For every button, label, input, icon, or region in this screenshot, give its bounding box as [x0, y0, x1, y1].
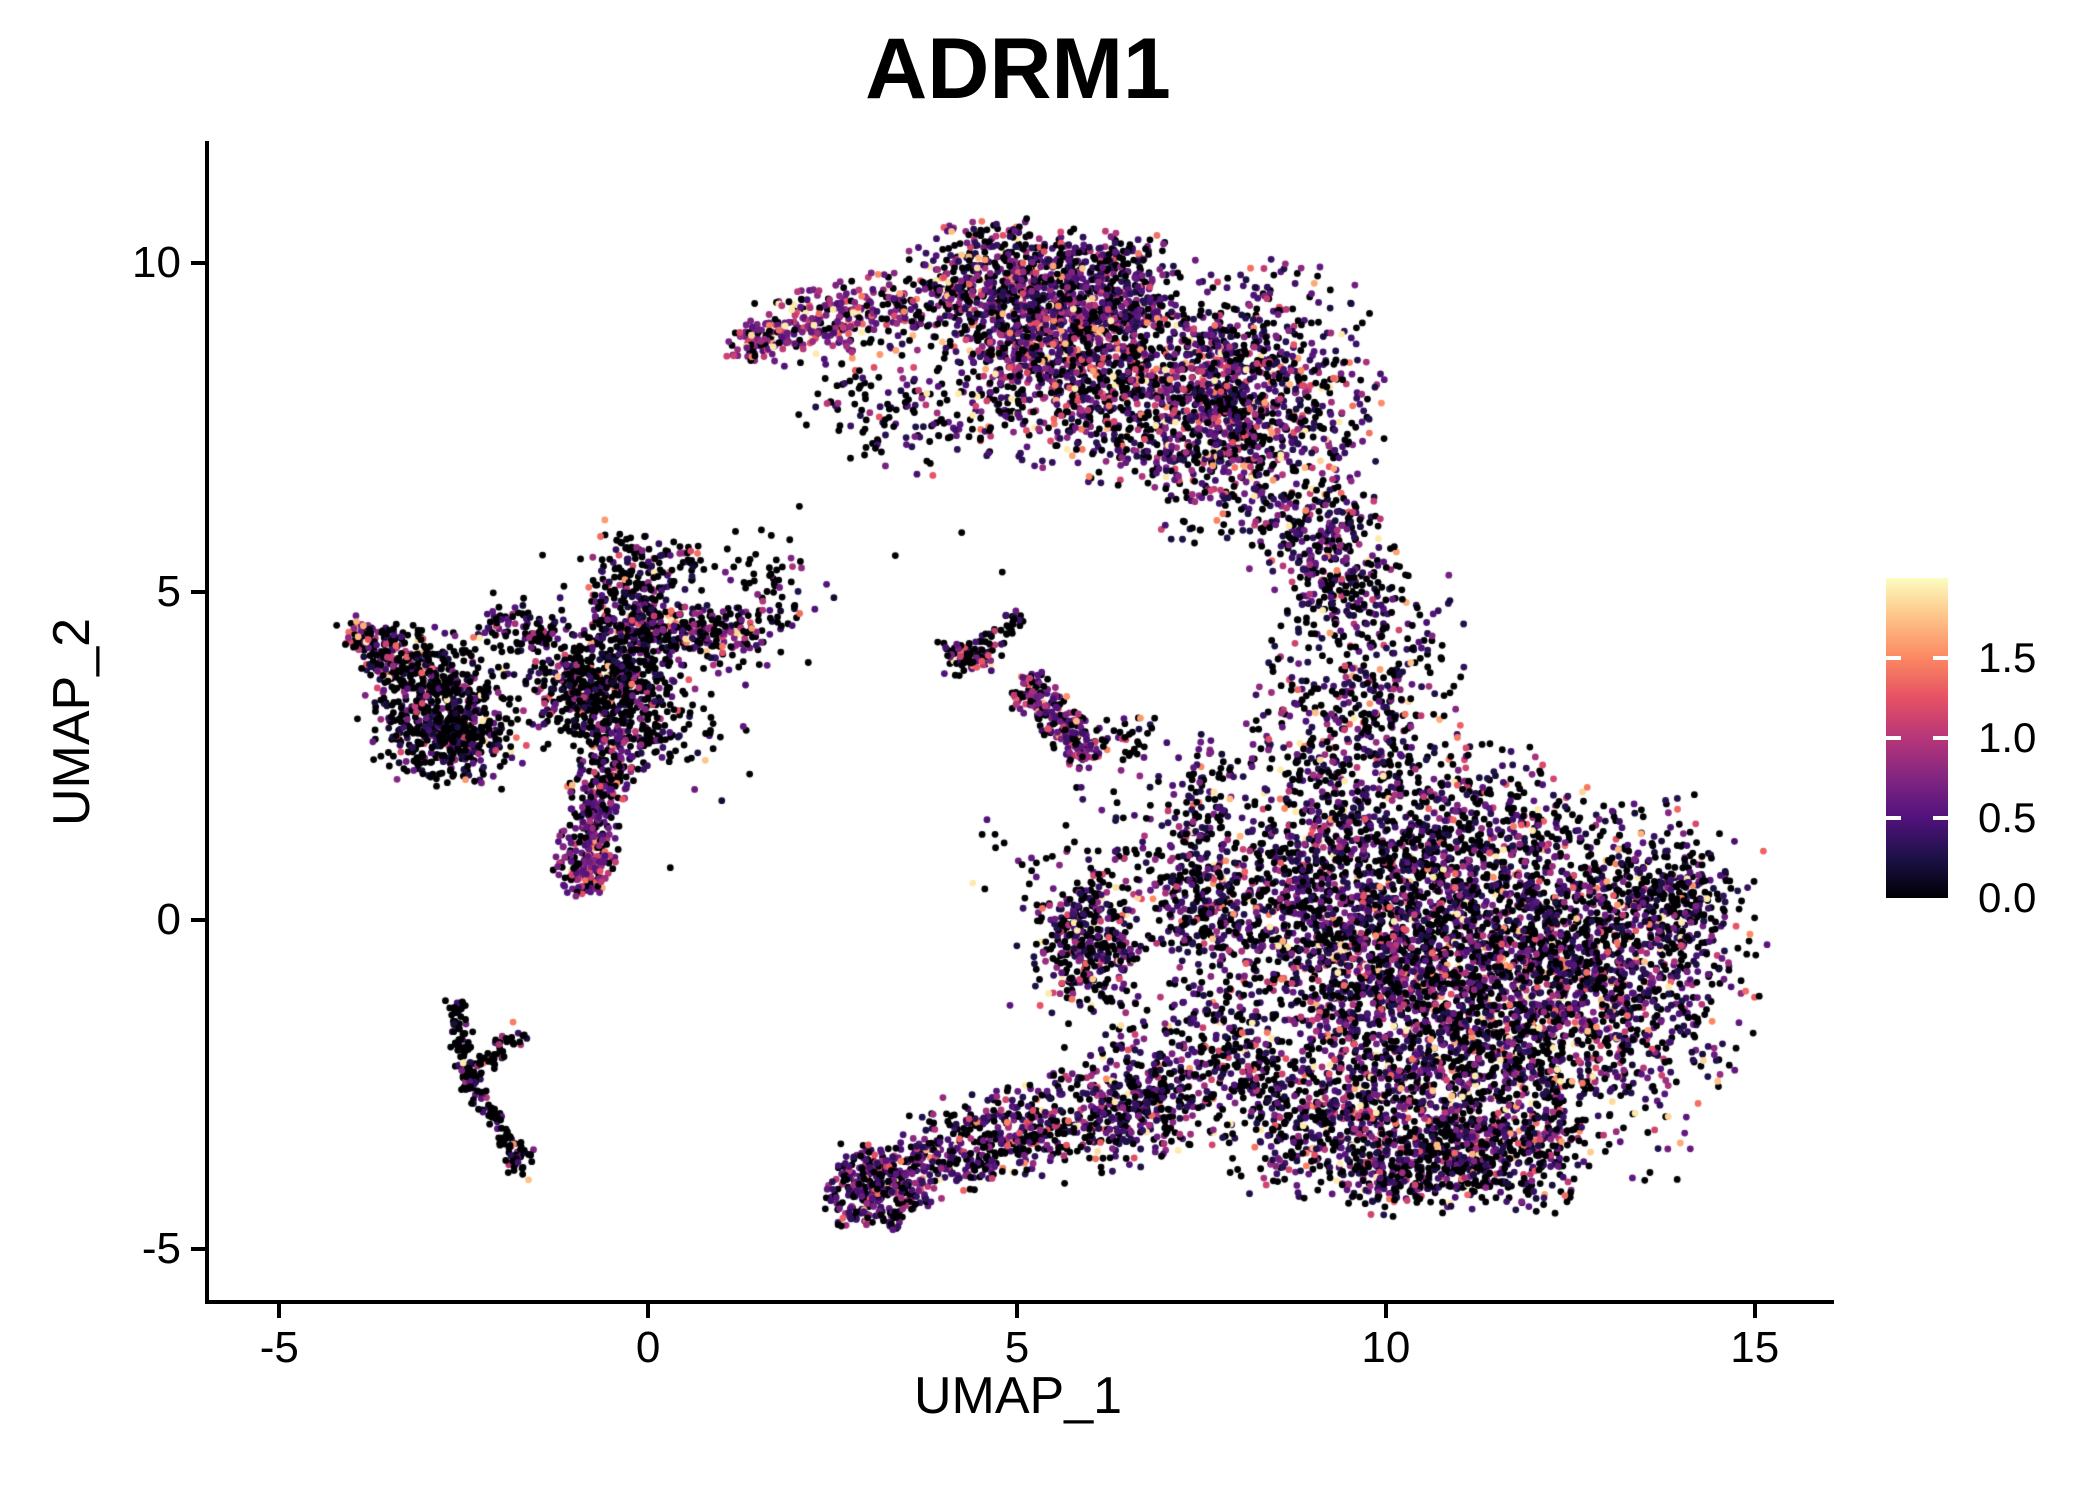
colorbar-tick-label: 0.0: [1978, 874, 2037, 921]
x-tick-label: -5: [259, 1323, 299, 1372]
x-tick-mark: [1383, 1304, 1388, 1318]
colorbar-tick-label: 0.5: [1978, 794, 2037, 841]
x-tick-mark: [277, 1304, 282, 1318]
y-tick-label: -5: [141, 1223, 181, 1273]
x-axis-title: UMAP_1: [913, 1367, 1123, 1425]
x-tick-label: 15: [1730, 1323, 1780, 1372]
colorbar-tick-label: 1.5: [1978, 634, 2037, 681]
y-axis-line: [205, 141, 209, 1304]
x-tick-label: 5: [1004, 1323, 1030, 1372]
colorbar-tick-mark: [1933, 736, 1948, 740]
colorbar-tick-label: 1.0: [1978, 714, 2037, 761]
y-tick-label: 10: [132, 238, 181, 288]
colorbar-tick-mark: [1886, 736, 1901, 740]
x-tick-mark: [1015, 1304, 1020, 1318]
y-tick-mark: [191, 261, 205, 266]
y-axis-title: UMAP_2: [43, 617, 101, 827]
x-tick-mark: [646, 1304, 651, 1318]
y-tick-label: 5: [156, 566, 181, 616]
y-tick-mark: [191, 1246, 205, 1251]
x-tick-label: 0: [635, 1323, 661, 1372]
y-tick-mark: [191, 589, 205, 594]
x-tick-label: 10: [1361, 1323, 1411, 1372]
x-axis-line: [205, 1300, 1834, 1304]
colorbar-tick-mark: [1933, 816, 1948, 820]
colorbar-tick-mark: [1886, 656, 1901, 660]
colorbar-tick-mark: [1933, 656, 1948, 660]
x-tick-mark: [1752, 1304, 1757, 1318]
colorbar-tick-mark: [1886, 816, 1901, 820]
y-tick-mark: [191, 918, 205, 923]
y-tick-label: 0: [156, 895, 181, 945]
